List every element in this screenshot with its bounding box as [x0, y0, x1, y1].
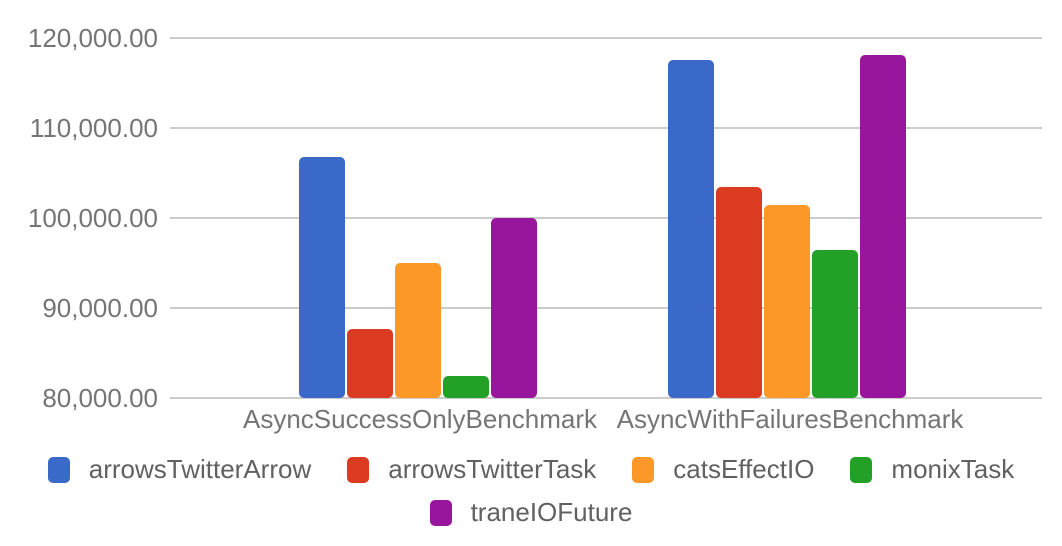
legend-label: monixTask: [891, 454, 1015, 484]
bar-catsEffectIO-AsyncSuccessOnlyBenchmark[interactable]: [395, 263, 441, 398]
y-axis-tick-label: 100,000.00: [27, 203, 158, 233]
bar-arrowsTwitterArrow-AsyncWithFailuresBenchmark[interactable]: [668, 59, 714, 398]
y-axis-tick-label: 90,000.00: [42, 293, 158, 323]
legend-item-arrowsTwitterArrow[interactable]: arrowsTwitterArrow: [47, 454, 312, 485]
legend-item-traneIOFuture[interactable]: traneIOFuture: [429, 497, 633, 528]
bar-arrowsTwitterTask-AsyncSuccessOnlyBenchmark[interactable]: [347, 328, 393, 398]
legend-item-catsEffectIO[interactable]: catsEffectIO: [632, 454, 814, 485]
legend-item-monixTask[interactable]: monixTask: [850, 454, 1014, 485]
gridline: [170, 307, 1042, 309]
legend-label: arrowsTwitterTask: [388, 454, 597, 484]
bar-arrowsTwitterTask-AsyncWithFailuresBenchmark[interactable]: [716, 187, 762, 398]
legend-label: arrowsTwitterArrow: [88, 454, 312, 484]
bar-monixTask-AsyncSuccessOnlyBenchmark[interactable]: [443, 376, 489, 398]
bar-traneIOFuture-AsyncSuccessOnlyBenchmark[interactable]: [491, 218, 537, 398]
gridline: [170, 127, 1042, 129]
x-axis-category-label: AsyncWithFailuresBenchmark: [616, 404, 964, 434]
legend-swatch-catsEffectIO: [632, 456, 655, 483]
y-axis-tick-label: 120,000.00: [27, 23, 158, 53]
bar-monixTask-AsyncWithFailuresBenchmark[interactable]: [812, 250, 858, 398]
x-axis-category-label: AsyncSuccessOnlyBenchmark: [242, 404, 598, 434]
legend-item-arrowsTwitterTask[interactable]: arrowsTwitterTask: [347, 454, 596, 485]
gridline: [170, 217, 1042, 219]
bar-catsEffectIO-AsyncWithFailuresBenchmark[interactable]: [764, 204, 810, 398]
y-axis-tick-label: 80,000.00: [42, 383, 158, 413]
bar-traneIOFuture-AsyncWithFailuresBenchmark[interactable]: [860, 55, 906, 398]
legend-swatch-monixTask: [850, 456, 873, 483]
legend-swatch-arrowsTwitterArrow: [47, 456, 70, 483]
gridline: [170, 37, 1042, 39]
chart-legend: arrowsTwitterArrow arrowsTwitterTask catsE…: [0, 454, 1062, 528]
gridline: [170, 397, 1042, 399]
legend-swatch-traneIOFuture: [429, 499, 452, 526]
legend-swatch-arrowsTwitterTask: [347, 456, 370, 483]
legend-row-1: arrowsTwitterArrow arrowsTwitterTask catsE…: [47, 454, 1014, 485]
y-axis-tick-label: 110,000.00: [29, 113, 158, 143]
legend-row-2: traneIOFuture: [429, 497, 633, 528]
legend-label: traneIOFuture: [470, 497, 633, 527]
bar-arrowsTwitterArrow-AsyncSuccessOnlyBenchmark[interactable]: [299, 156, 345, 398]
legend-label: catsEffectIO: [673, 454, 815, 484]
